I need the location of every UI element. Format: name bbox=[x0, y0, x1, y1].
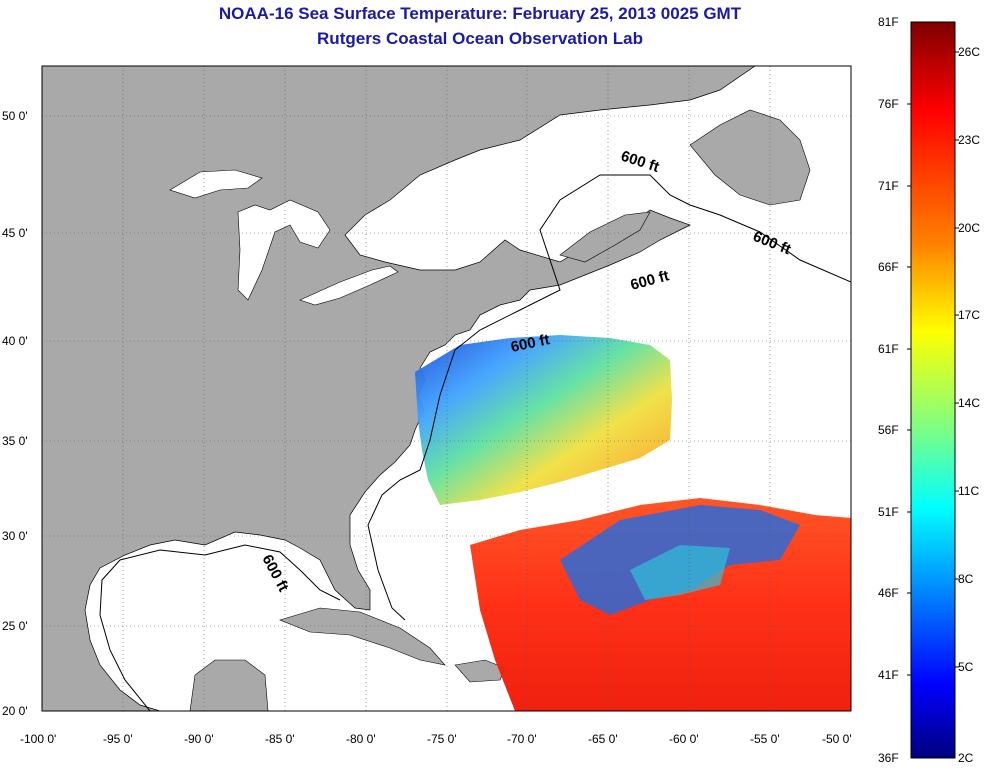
colorbar-f-label: 36F bbox=[878, 751, 899, 765]
colorbar bbox=[910, 21, 956, 759]
colorbar-f-label: 51F bbox=[878, 505, 899, 519]
colorbar-f-label: 81F bbox=[878, 15, 899, 29]
colorbar-f-label: 66F bbox=[878, 260, 899, 274]
lon-tick: -60 0' bbox=[669, 732, 699, 746]
colorbar-f-label: 41F bbox=[878, 668, 899, 682]
lat-tick: 35 0' bbox=[2, 434, 28, 448]
colorbar-f-label: 61F bbox=[878, 342, 899, 356]
map-frame bbox=[41, 65, 852, 712]
colorbar-c-label: 5C bbox=[958, 660, 974, 674]
lat-tick: 30 0' bbox=[2, 529, 28, 543]
lon-tick: -95 0' bbox=[103, 732, 133, 746]
sst-cyan-patch bbox=[630, 545, 730, 600]
grid-lines bbox=[42, 66, 851, 711]
isobath-600ft bbox=[99, 174, 851, 711]
lon-tick: -50 0' bbox=[822, 732, 852, 746]
lat-tick: 45 0' bbox=[2, 226, 28, 240]
map-subtitle: Rutgers Coastal Ocean Observation Lab bbox=[317, 29, 643, 48]
yucatan bbox=[189, 659, 269, 711]
lon-tick: -75 0' bbox=[427, 732, 457, 746]
lon-tick: -100 0' bbox=[20, 732, 56, 746]
map-title: NOAA-16 Sea Surface Temperature: Februar… bbox=[218, 4, 742, 23]
colorbar-c-label: 8C bbox=[958, 572, 974, 586]
lat-tick: 50 0' bbox=[2, 109, 28, 123]
lake-erie-ontario bbox=[299, 265, 399, 306]
colorbar-c-label: 23C bbox=[958, 133, 980, 147]
lon-tick: -55 0' bbox=[750, 732, 780, 746]
colorbar-c-label: 26C bbox=[958, 45, 980, 59]
colorbar-c-label: 14C bbox=[958, 396, 980, 410]
nova-scotia bbox=[559, 211, 651, 263]
lon-tick: -90 0' bbox=[184, 732, 214, 746]
lake-michigan-huron bbox=[237, 199, 331, 301]
lat-tick: 40 0' bbox=[2, 334, 28, 348]
colorbar-fahrenheit-labels: 81F 76F 71F 66F 61F 56F 51F 46F 41F 36F bbox=[878, 15, 899, 765]
latitude-tick-labels: 20 0' 25 0' 30 0' 35 0' 40 0' 45 0' 50 0… bbox=[2, 109, 28, 718]
north-america-landmass bbox=[42, 66, 756, 711]
colorbar-f-label: 56F bbox=[878, 423, 899, 437]
lon-tick: -65 0' bbox=[588, 732, 618, 746]
colorbar-f-label: 71F bbox=[878, 179, 899, 193]
colorbar-f-label: 76F bbox=[878, 97, 899, 111]
colorbar-c-label: 20C bbox=[958, 221, 980, 235]
colorbar-c-label: 2C bbox=[958, 751, 974, 765]
cuba bbox=[279, 607, 446, 666]
lon-tick: -80 0' bbox=[346, 732, 376, 746]
lon-tick: -85 0' bbox=[265, 732, 295, 746]
lon-tick: -70 0' bbox=[507, 732, 537, 746]
colorbar-c-label: 11C bbox=[958, 484, 979, 498]
newfoundland bbox=[689, 109, 811, 206]
colorbar-celsius-labels: 26C 23C 20C 17C 14C 11C 8C 5C 2C bbox=[958, 45, 980, 765]
lat-tick: 25 0' bbox=[2, 619, 28, 633]
longitude-tick-labels: -100 0' -95 0' -90 0' -85 0' -80 0' -75 … bbox=[20, 732, 852, 746]
lat-tick: 20 0' bbox=[2, 704, 28, 718]
colorbar-f-label: 46F bbox=[878, 586, 899, 600]
lake-superior bbox=[169, 169, 263, 199]
colorbar-c-label: 17C bbox=[958, 308, 980, 322]
